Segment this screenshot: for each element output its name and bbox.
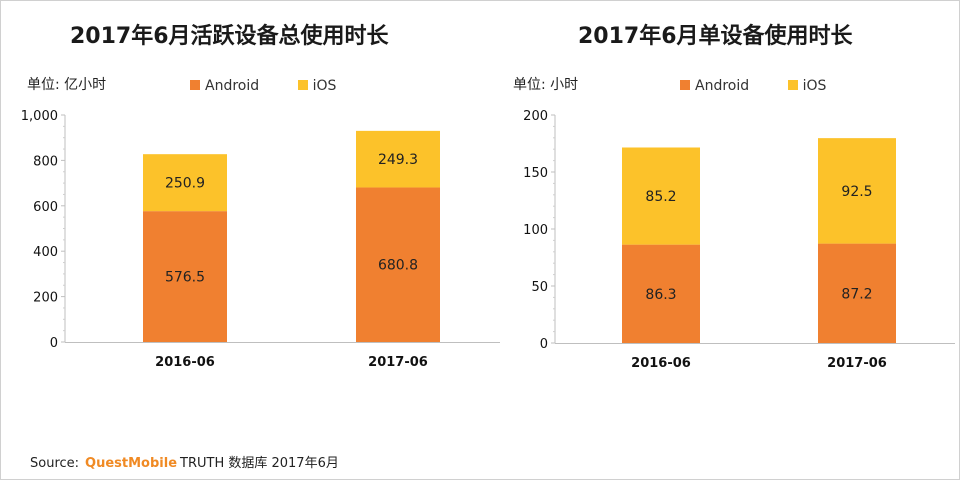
bar-label-android: 87.2: [841, 286, 872, 302]
chart-title-total: 2017年6月活跃设备总使用时长: [70, 24, 389, 49]
y-tick-label: 100: [523, 223, 548, 238]
legend-swatch-ios: [297, 80, 308, 90]
legend-swatch-android: [190, 80, 200, 90]
bar-label-ios: 249.3: [378, 152, 418, 168]
y-tick-label: 50: [531, 280, 548, 295]
x-tick-label: 2017-06: [827, 356, 887, 371]
y-tick-label: 1,000: [21, 109, 58, 124]
legend-label-android: Android: [695, 78, 750, 94]
legend-label-ios: iOS: [802, 78, 827, 94]
x-tick-label: 2016-06: [155, 355, 215, 370]
legend-per-device: Android iOS: [680, 78, 860, 94]
bar-label-android: 576.5: [165, 270, 205, 286]
unit-label-total: 单位: 亿小时: [27, 77, 107, 93]
bar-android-2016-06: [143, 211, 227, 342]
y-tick-label: 200: [33, 291, 58, 306]
legend-item-ios: iOS: [787, 78, 827, 94]
legend-swatch-ios: [787, 80, 798, 90]
source-prefix: Source:: [30, 456, 80, 471]
bar-ios-2016-06: [622, 147, 700, 245]
bar-ios-2016-06: [143, 154, 227, 212]
legend-item-ios: iOS: [297, 78, 337, 94]
bar-label-android: 680.8: [378, 258, 418, 274]
unit-label-per-device: 单位: 小时: [513, 77, 579, 93]
x-tick-label: 2017-06: [368, 355, 428, 370]
y-tick-label: 150: [523, 166, 548, 181]
bar-label-android: 86.3: [645, 287, 676, 303]
legend-total: Android iOS: [190, 78, 370, 94]
y-tick-label: 200: [523, 109, 548, 124]
source-suffix: TRUTH 数据库 2017年6月: [180, 456, 339, 471]
bar-label-ios: 85.2: [645, 189, 676, 205]
bar-label-ios: 250.9: [165, 176, 205, 192]
bar-ios-2017-06: [818, 138, 896, 244]
bar-ios-2017-06: [356, 130, 440, 188]
y-tick-label: 400: [33, 245, 58, 260]
chart-title-per-device: 2017年6月单设备使用时长: [578, 24, 853, 49]
y-tick-label: 800: [33, 154, 58, 169]
legend-swatch-android: [680, 80, 690, 90]
bar-android-2017-06: [356, 187, 440, 342]
source-brand: QuestMobile: [85, 456, 178, 471]
legend-label-android: Android: [205, 78, 260, 94]
y-tick-label: 0: [540, 337, 548, 352]
bar-android-2016-06: [622, 244, 700, 343]
bar-label-ios: 92.5: [841, 184, 872, 200]
legend-item-android: Android: [680, 78, 749, 94]
y-tick-label: 0: [50, 336, 58, 351]
source-note: Source: QuestMobile TRUTH 数据库 2017年6月: [30, 452, 339, 471]
legend-item-android: Android: [190, 78, 259, 94]
y-tick-label: 600: [33, 200, 58, 215]
x-tick-label: 2016-06: [631, 356, 691, 371]
legend-label-ios: iOS: [312, 78, 337, 94]
bar-android-2017-06: [818, 243, 896, 343]
